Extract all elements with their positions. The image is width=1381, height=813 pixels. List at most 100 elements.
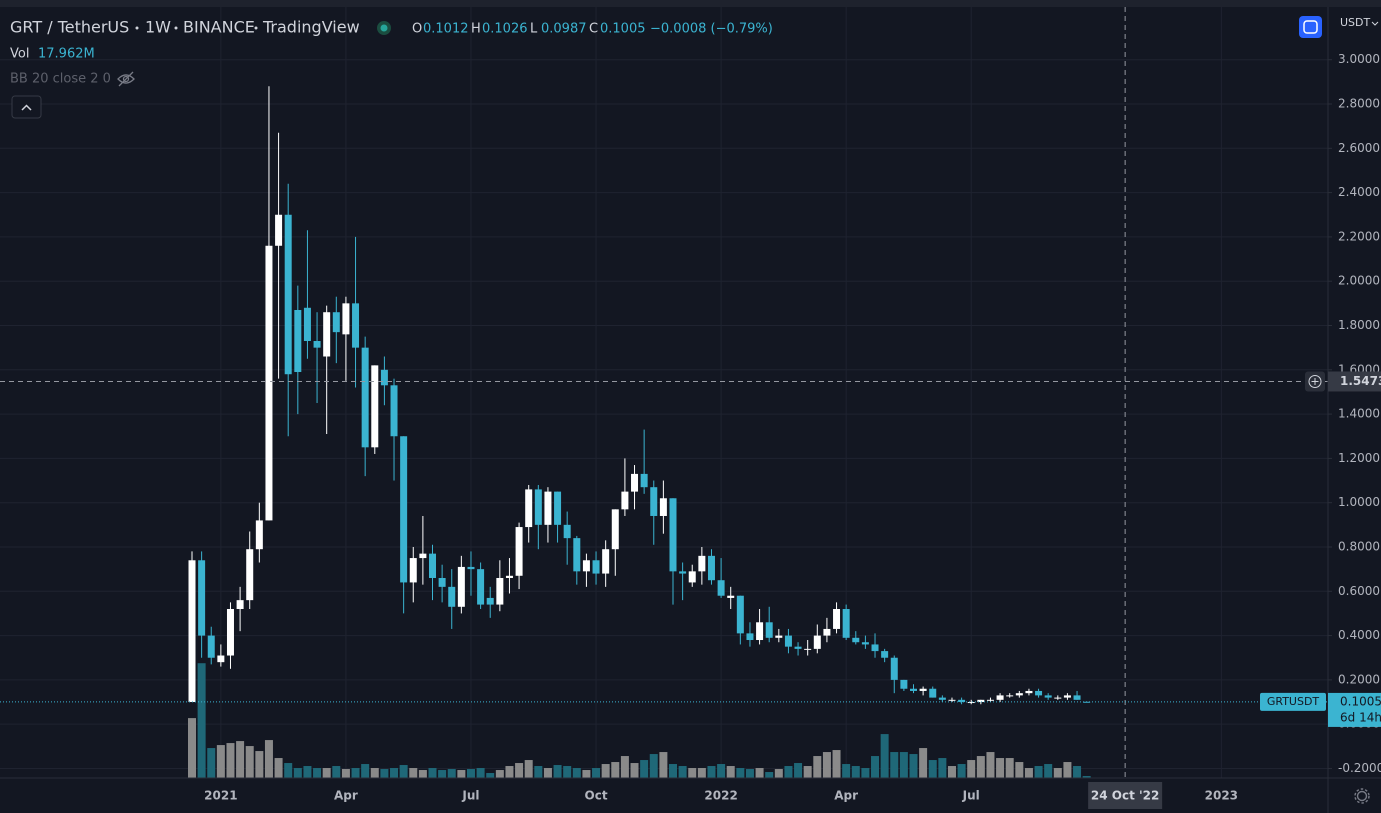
volume-bar [274, 758, 283, 778]
x-tick-label: Oct [585, 789, 608, 803]
volume-bar [601, 764, 610, 778]
y-tick-label: 1.4000 [1338, 407, 1380, 421]
volume-bar [293, 768, 302, 778]
volume-bar [264, 740, 273, 778]
volume-bar [543, 768, 552, 778]
candle-body [784, 635, 792, 647]
candle-body [1044, 695, 1052, 698]
grid [0, 7, 1328, 778]
volume-bar [640, 760, 649, 778]
candle-body [756, 622, 764, 641]
indicator-label: BB 20 close 2 0 [10, 72, 111, 87]
collapse-button[interactable] [11, 95, 42, 119]
volume-bar [880, 734, 889, 778]
gear-icon[interactable] [1354, 788, 1370, 804]
currency[interactable]: USDT [1340, 16, 1371, 29]
volume-bar [996, 758, 1005, 778]
candle-body [217, 655, 225, 663]
y-tick-label: 1.2000 [1338, 451, 1380, 465]
candle-body [592, 560, 600, 574]
volume-bar [466, 769, 475, 778]
ohlc-value: 0.1026 [482, 22, 528, 37]
volume-bar [255, 751, 264, 778]
volume-bar [380, 769, 389, 778]
volume-bar [322, 768, 331, 778]
last-price-label: 0.1005 [1340, 694, 1381, 708]
exchange: BINANCE [183, 18, 255, 37]
candle-body [457, 566, 465, 607]
candle-body [534, 489, 542, 525]
candle-body [198, 560, 206, 636]
volume-bar [1082, 776, 1091, 778]
volume-bar [341, 769, 350, 778]
candle-body [505, 575, 513, 578]
volume-bar [813, 756, 822, 778]
candles [188, 86, 1091, 705]
candle-body [698, 555, 706, 572]
y-tick-label: 0.6000 [1338, 584, 1380, 598]
candle-body [938, 697, 946, 700]
candle-body [448, 586, 456, 607]
volume-bar [226, 743, 235, 778]
volume-bar [428, 768, 437, 778]
volume-bar [351, 768, 360, 778]
volume-bar [803, 766, 812, 778]
volume-bar [717, 764, 726, 778]
volume-bar [919, 748, 928, 778]
volume-bar [967, 760, 976, 778]
volume-bar [370, 768, 379, 778]
candle-body [486, 597, 494, 605]
candle-body [496, 577, 504, 605]
x-tick-label: Apr [834, 789, 858, 803]
volume-bar [515, 763, 524, 778]
top-border [0, 0, 1381, 7]
candle-body [861, 642, 869, 645]
candle-body [659, 498, 667, 516]
volume-bar [669, 764, 677, 778]
hide-icon[interactable] [117, 71, 135, 87]
crosshair-time-box [1088, 782, 1163, 809]
candle-body [400, 436, 408, 583]
y-tick-label: 0.4000 [1338, 628, 1380, 642]
candle-body [246, 549, 254, 601]
candle-body [833, 609, 841, 629]
crosshair-time-label: 24 Oct '22 [1091, 789, 1159, 803]
ohlc-key: L [530, 22, 538, 37]
candle-body [631, 473, 639, 492]
candle-body [804, 648, 812, 650]
candle-body [958, 699, 966, 703]
candle-body [669, 498, 677, 572]
volume-bar [390, 768, 399, 778]
volume-bar [534, 766, 543, 778]
settings-icon[interactable] [1299, 16, 1322, 38]
y-tick-label: 0.2000 [1338, 672, 1380, 686]
last-price-box [1328, 692, 1381, 727]
candle-body [226, 609, 234, 656]
volume-bar [976, 756, 985, 778]
volume-bar [755, 768, 764, 778]
ohlc-value: 0.1012 [423, 22, 469, 37]
x-tick-label: Jul [962, 789, 980, 803]
overlay [0, 7, 1328, 778]
candle-body [679, 571, 687, 574]
volume-bar [1044, 764, 1053, 778]
volume-bar [899, 752, 908, 778]
volume-bar [1005, 758, 1014, 778]
volume-bar [707, 766, 716, 778]
candle-body [1015, 693, 1023, 696]
volume-bar [572, 768, 581, 778]
volume-bar [409, 768, 418, 778]
volume-bar [928, 760, 937, 778]
candle-body [890, 657, 898, 680]
candle-body [852, 637, 860, 643]
candle-body [515, 527, 523, 576]
candle-body [294, 309, 302, 373]
countdown: 6d 14h [1340, 710, 1381, 724]
interval: 1W [145, 18, 171, 37]
candle-body [409, 558, 417, 583]
volume-bar [957, 764, 966, 778]
candle-body [419, 553, 427, 559]
volume-bar [1024, 768, 1033, 778]
